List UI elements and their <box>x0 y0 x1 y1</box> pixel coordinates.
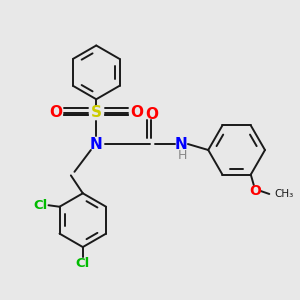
Text: Cl: Cl <box>33 199 47 212</box>
Text: O: O <box>249 184 261 198</box>
Text: O: O <box>130 105 143 120</box>
Text: N: N <box>90 136 103 152</box>
Text: Cl: Cl <box>76 257 90 270</box>
Text: O: O <box>145 107 158 122</box>
Text: CH₃: CH₃ <box>275 189 294 199</box>
Text: O: O <box>50 105 62 120</box>
Text: H: H <box>177 149 187 162</box>
Text: S: S <box>91 105 102 120</box>
Text: N: N <box>175 136 188 152</box>
